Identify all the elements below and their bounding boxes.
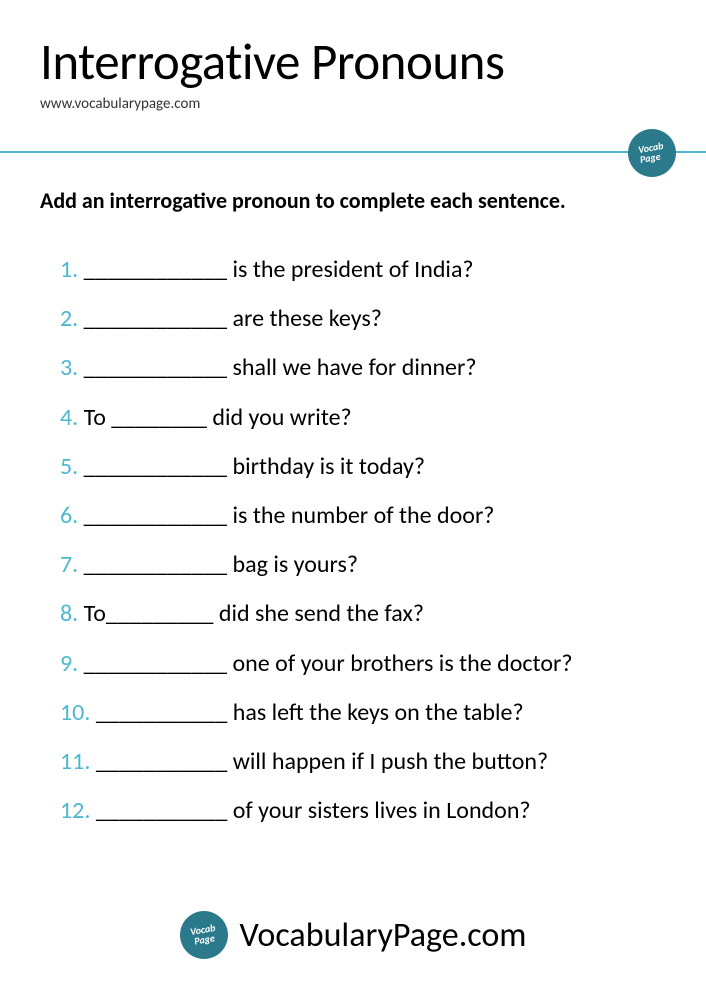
question-item: 8. To_________ did she send the fax? bbox=[60, 598, 666, 629]
question-number: 6. bbox=[60, 501, 78, 530]
question-text: To ________ did you write? bbox=[78, 403, 351, 432]
page-footer: VocabPage VocabularyPage.com bbox=[0, 911, 706, 959]
question-number: 1. bbox=[60, 255, 78, 284]
question-item: 7. ____________ bag is yours? bbox=[60, 549, 666, 580]
question-number: 12. bbox=[60, 796, 90, 825]
brand-badge-footer: VocabPage bbox=[180, 911, 228, 959]
question-text: To_________ did she send the fax? bbox=[78, 599, 424, 628]
question-item: 12. ___________ of your sisters lives in… bbox=[60, 795, 666, 826]
question-text: ____________ is the president of India? bbox=[78, 255, 473, 284]
question-number: 2. bbox=[60, 304, 78, 333]
brand-badge-top: VocabPage bbox=[628, 129, 676, 177]
question-text: ___________ of your sisters lives in Lon… bbox=[90, 796, 530, 825]
question-text: ___________ has left the keys on the tab… bbox=[90, 698, 523, 727]
question-item: 3. ____________ shall we have for dinner… bbox=[60, 352, 666, 383]
question-text: ____________ are these keys? bbox=[78, 304, 382, 333]
question-number: 7. bbox=[60, 550, 78, 579]
question-text: ____________ birthday is it today? bbox=[78, 452, 425, 481]
question-number: 3. bbox=[60, 353, 78, 382]
question-number: 10. bbox=[60, 698, 90, 727]
question-number: 11. bbox=[60, 747, 90, 776]
questions-list: 1. ____________ is the president of Indi… bbox=[40, 254, 666, 826]
divider-area: VocabPage bbox=[40, 127, 666, 177]
badge-text: VocabPage bbox=[638, 141, 666, 165]
question-item: 6. ____________ is the number of the doo… bbox=[60, 500, 666, 531]
question-item: 11. ___________ will happen if I push th… bbox=[60, 746, 666, 777]
page-title: Interrogative Pronouns bbox=[40, 30, 666, 93]
question-number: 5. bbox=[60, 452, 78, 481]
question-text: ____________ bag is yours? bbox=[78, 550, 358, 579]
website-url-small: www.vocabularypage.com bbox=[40, 95, 666, 113]
question-item: 5. ____________ birthday is it today? bbox=[60, 451, 666, 482]
question-item: 9. ____________ one of your brothers is … bbox=[60, 648, 666, 679]
divider-line bbox=[0, 151, 706, 153]
question-item: 4. To ________ did you write? bbox=[60, 402, 666, 433]
question-item: 10. ___________ has left the keys on the… bbox=[60, 697, 666, 728]
badge-text-footer: VocabPage bbox=[189, 923, 217, 947]
question-number: 8. bbox=[60, 599, 78, 628]
question-item: 1. ____________ is the president of Indi… bbox=[60, 254, 666, 285]
question-number: 9. bbox=[60, 649, 78, 678]
question-item: 2. ____________ are these keys? bbox=[60, 303, 666, 334]
question-text: ____________ is the number of the door? bbox=[78, 501, 494, 530]
instructions-text: Add an interrogative pronoun to complete… bbox=[40, 187, 666, 214]
question-text: ____________ one of your brothers is the… bbox=[78, 649, 572, 678]
question-text: ____________ shall we have for dinner? bbox=[78, 353, 476, 382]
footer-website-text: VocabularyPage.com bbox=[240, 915, 527, 956]
question-number: 4. bbox=[60, 403, 78, 432]
question-text: ___________ will happen if I push the bu… bbox=[90, 747, 548, 776]
